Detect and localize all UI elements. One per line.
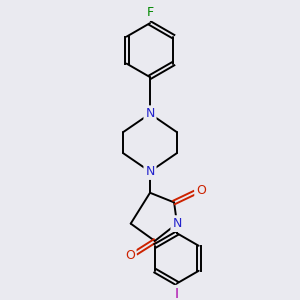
Text: N: N (145, 107, 155, 120)
Text: I: I (175, 287, 179, 300)
Text: N: N (145, 165, 155, 178)
Text: F: F (146, 6, 154, 19)
Text: O: O (196, 184, 206, 197)
Text: N: N (172, 217, 182, 230)
Text: O: O (125, 249, 135, 262)
